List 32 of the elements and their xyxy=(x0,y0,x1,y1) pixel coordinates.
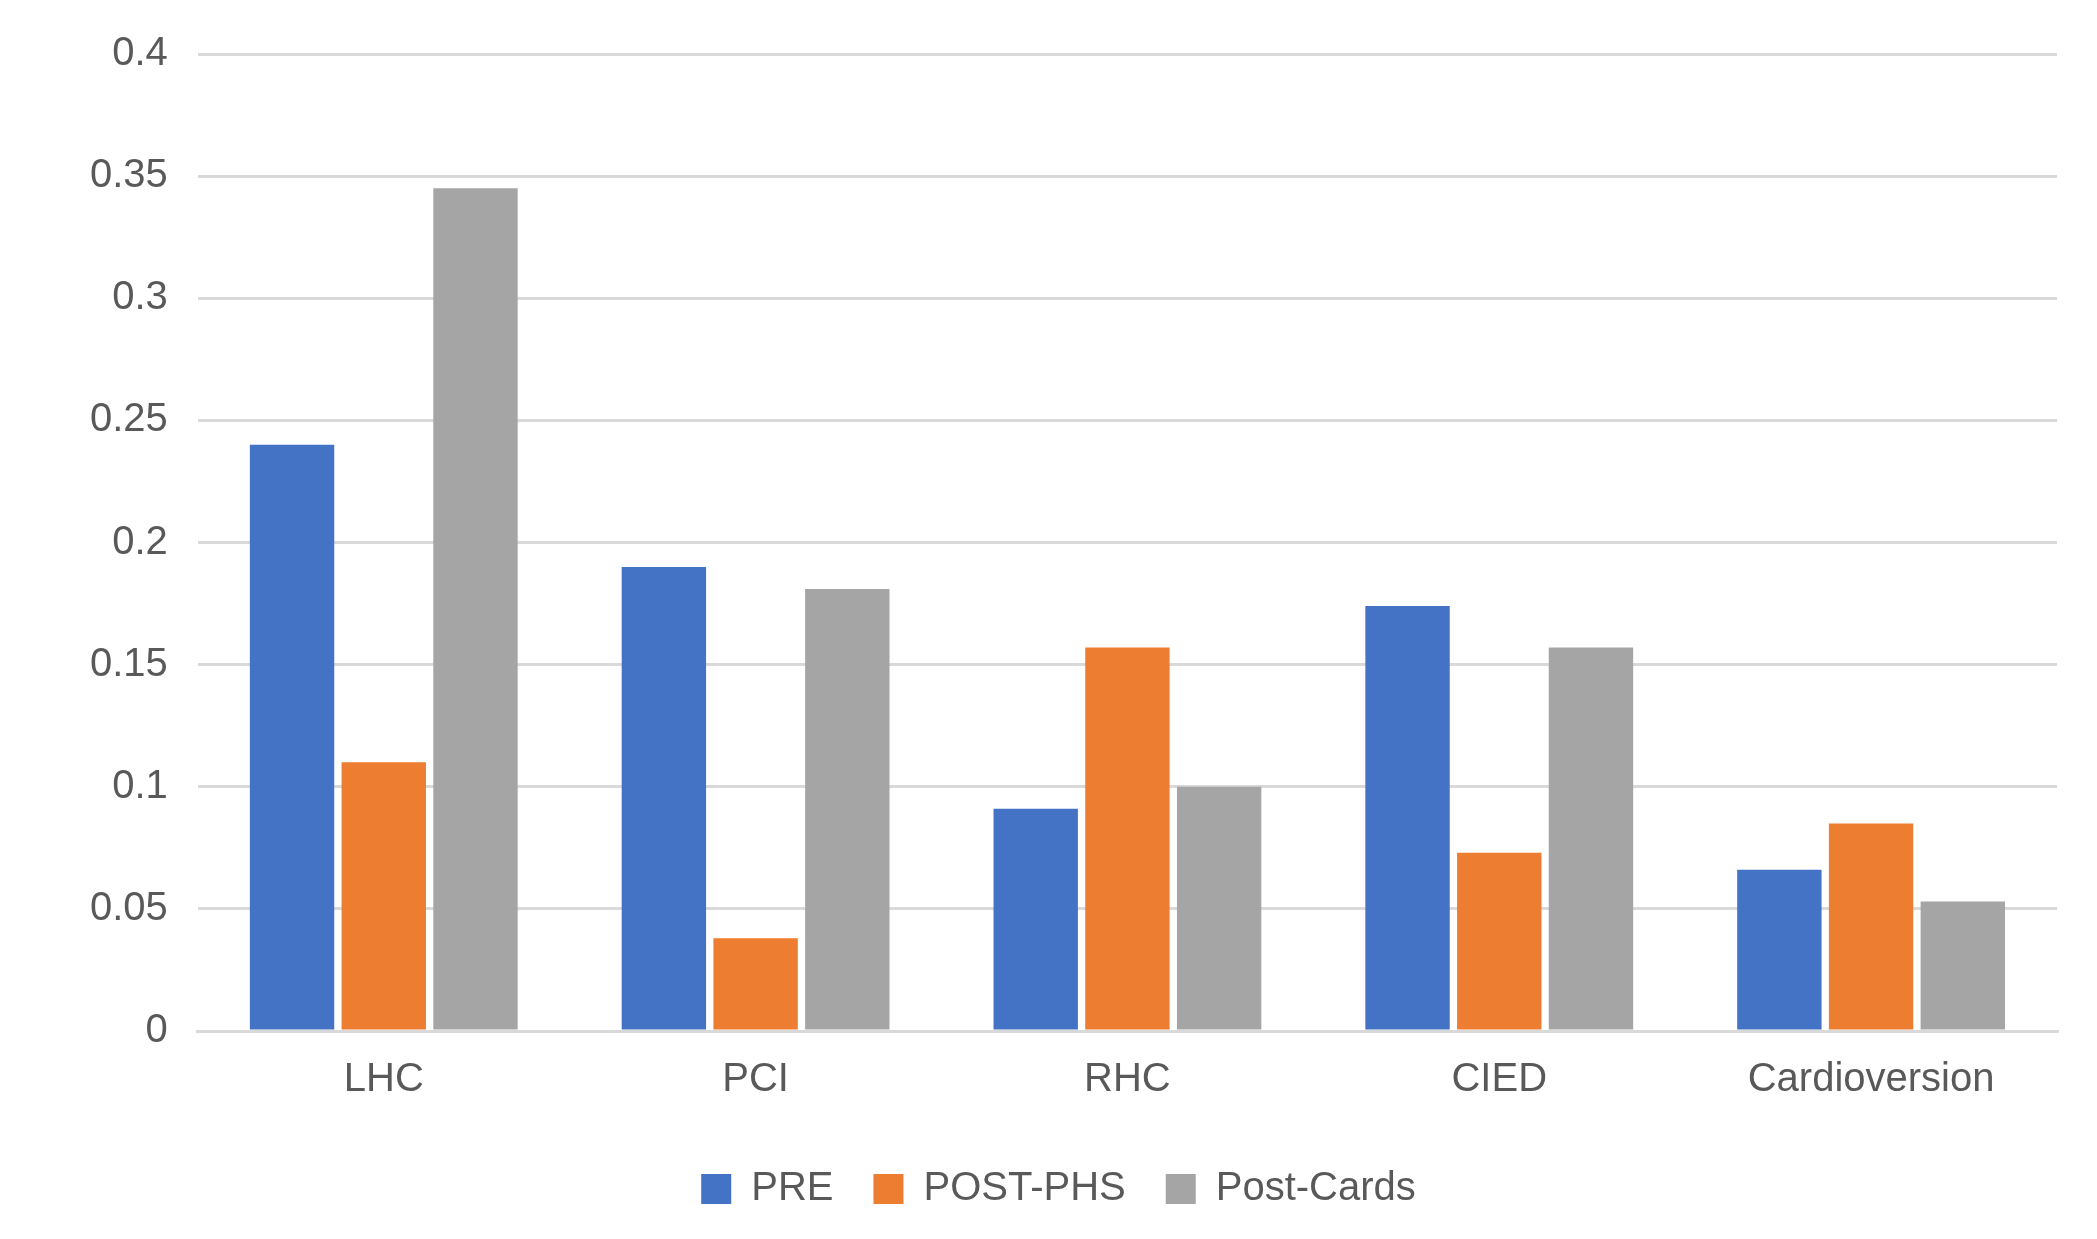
y-tick-label: 0 xyxy=(145,1006,168,1051)
y-tick-label: 0.3 xyxy=(112,273,168,318)
bar xyxy=(341,762,426,1030)
bar xyxy=(1085,647,1170,1030)
y-tick-label: 0.4 xyxy=(112,29,168,74)
x-tick-label: CIED xyxy=(1451,1055,1548,1100)
y-tick-label: 0.35 xyxy=(89,151,168,196)
bar xyxy=(433,188,518,1030)
bar xyxy=(1548,647,1634,1030)
x-tick-label: RHC xyxy=(1084,1055,1171,1100)
y-tick-label: 0.15 xyxy=(89,639,168,684)
bar xyxy=(805,588,890,1030)
x-tick-label: Cardioversion xyxy=(1747,1055,1995,1100)
bar xyxy=(993,808,1078,1030)
y-tick-label: 0.05 xyxy=(89,883,168,928)
legend-label: PRE xyxy=(751,1164,834,1209)
bar xyxy=(1828,823,1914,1030)
bar xyxy=(621,566,707,1030)
bar xyxy=(1365,606,1450,1030)
bar xyxy=(1737,869,1822,1030)
y-tick-label: 0.2 xyxy=(112,517,168,562)
bar xyxy=(1457,852,1542,1030)
x-tick-label: PCI xyxy=(722,1055,789,1100)
bar xyxy=(1920,901,2005,1030)
y-tick-label: 0.25 xyxy=(89,395,168,440)
bar xyxy=(1176,786,1262,1030)
bar xyxy=(249,444,335,1030)
y-tick-label: 0.1 xyxy=(112,761,168,806)
x-tick-label: LHC xyxy=(343,1055,424,1100)
legend-label: Post-Cards xyxy=(1215,1164,1416,1209)
bar xyxy=(713,938,798,1030)
legend-label: POST-PHS xyxy=(923,1164,1126,1209)
